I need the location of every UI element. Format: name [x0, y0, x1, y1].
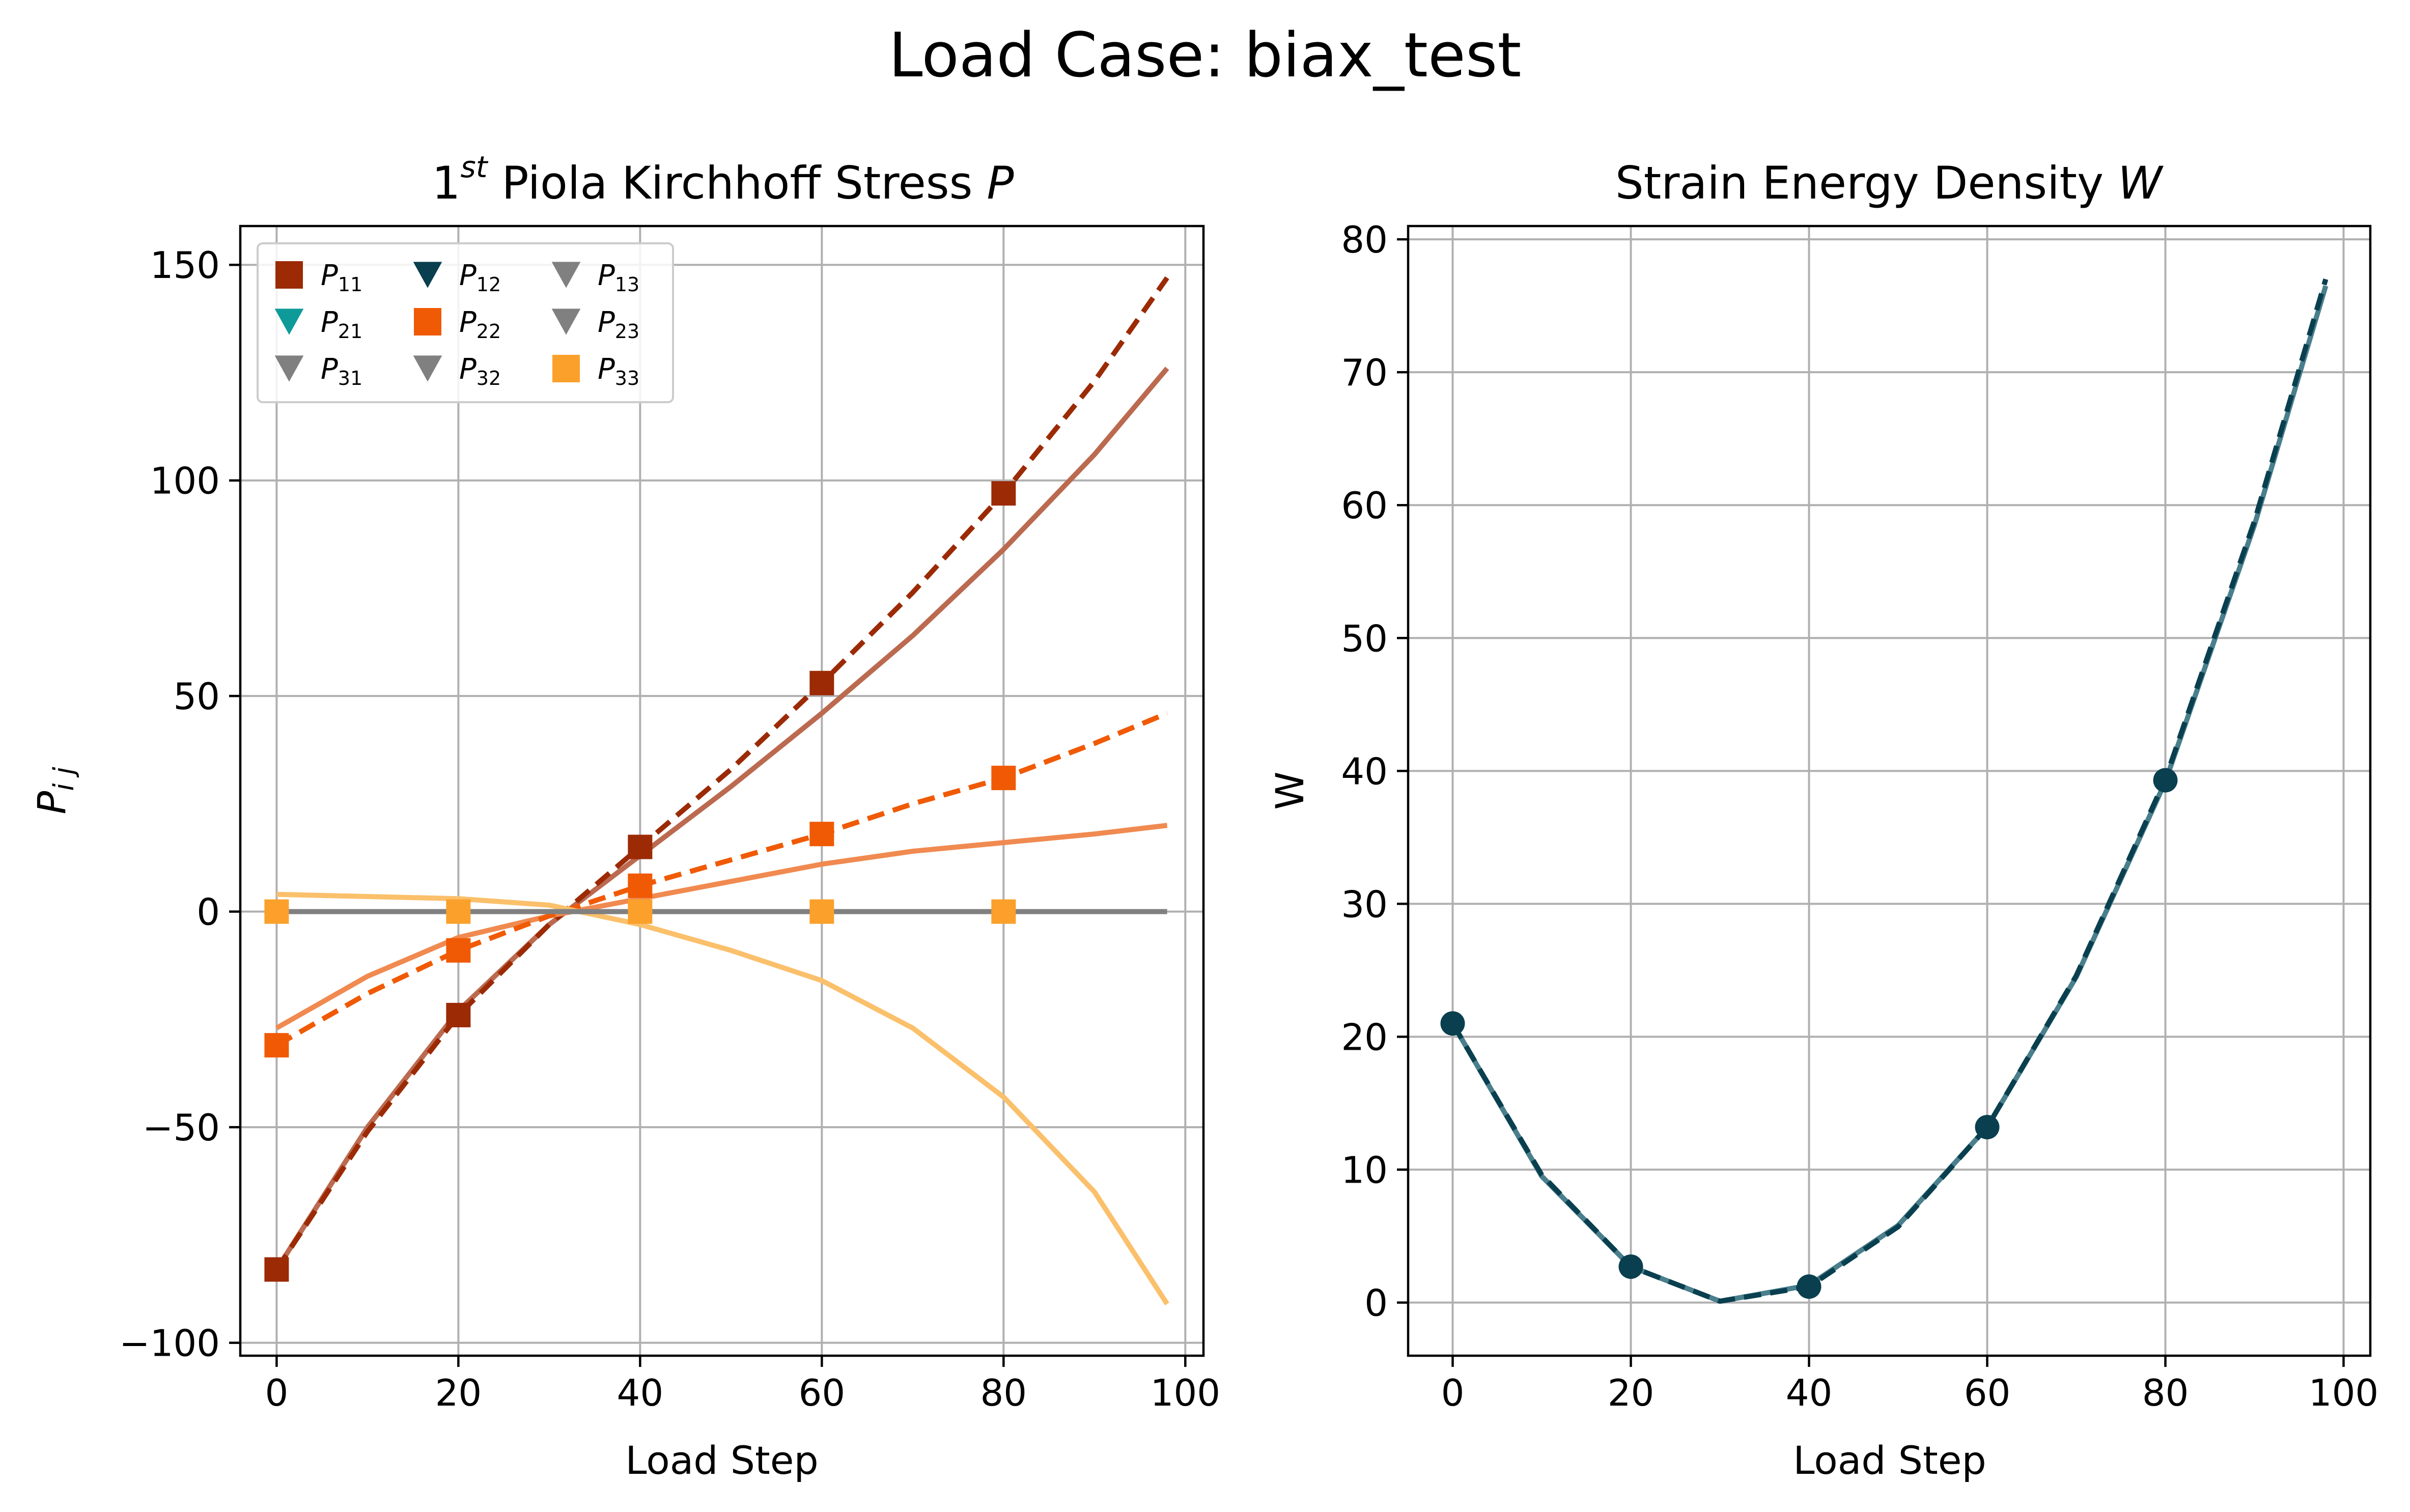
- data-point-W_markers: [1440, 1011, 1465, 1036]
- energy-markers: [1440, 768, 2178, 1299]
- x-tick-label: 100: [1151, 1371, 1220, 1414]
- series-line-P22_data: [275, 711, 1168, 1048]
- legend-label-p11: P11: [321, 259, 362, 296]
- y-tick-label: 0: [197, 891, 220, 934]
- energy-plot-title: Strain Energy Density W: [1615, 157, 2164, 209]
- y-tick-label: −100: [119, 1322, 220, 1365]
- data-point-P22_markers: [628, 873, 653, 898]
- legend-marker-p12: [413, 262, 442, 288]
- legend-marker-p11: [275, 261, 303, 289]
- legend-label-p22: P22: [459, 306, 501, 343]
- y-tick-label: 40: [1341, 750, 1388, 793]
- stress-plot-panel: 1st Piola Kirchhoff Stress P 0 20 40 60 80 10…: [29, 150, 1220, 1483]
- y-tick-label: 70: [1341, 351, 1388, 394]
- legend-marker-p13: [551, 262, 581, 288]
- y-tick-label: 20: [1341, 1016, 1388, 1058]
- legend-marker-p31: [274, 355, 304, 382]
- data-point-P22_markers: [991, 766, 1016, 791]
- stress-y-axis-label: Pi j: [29, 767, 80, 814]
- data-point-P33_markers: [446, 899, 471, 924]
- y-tick-label: 10: [1341, 1149, 1388, 1192]
- data-point-W_markers: [1618, 1254, 1643, 1279]
- energy-x-axis-label: Load Step: [1793, 1438, 1986, 1483]
- x-tick-label: 80: [2142, 1371, 2189, 1414]
- x-tick-label: 20: [435, 1371, 482, 1414]
- data-point-W_markers: [1797, 1274, 1821, 1299]
- x-tick-label: 0: [1441, 1371, 1465, 1414]
- x-tick-label: 60: [799, 1371, 846, 1414]
- y-tick-label: −50: [143, 1106, 220, 1149]
- x-tick-label: 40: [1786, 1371, 1833, 1414]
- legend-label-p23: P23: [598, 306, 639, 343]
- x-tick-label: 0: [265, 1371, 288, 1414]
- legend-label-p32: P32: [459, 353, 501, 389]
- series-line-P11_data: [274, 276, 1169, 1271]
- series-line-W_data: [1450, 278, 2329, 1304]
- data-point-P22_markers: [264, 1033, 289, 1058]
- y-tick-label: 30: [1341, 883, 1388, 926]
- stress-series-lines: [274, 276, 1169, 1306]
- energy-y-axis-label: W: [1267, 771, 1312, 809]
- legend-marker-p23: [551, 309, 581, 335]
- figure-title: Load Case: biax_test: [889, 20, 1522, 91]
- energy-series-lines: [1450, 278, 2329, 1304]
- x-tick-label: 100: [2309, 1371, 2378, 1414]
- y-tick-label: 150: [150, 244, 220, 287]
- data-point-P33_markers: [809, 899, 834, 924]
- legend-marker-p21: [274, 309, 304, 335]
- series-line-P11_model: [274, 367, 1169, 1271]
- y-tick-label: 50: [1341, 617, 1388, 660]
- energy-grid: [1408, 226, 2370, 1356]
- series-line-P22_model: [275, 823, 1168, 1030]
- legend-label-p33: P33: [598, 353, 639, 389]
- stress-ticks: 0 20 40 60 80 100 −100 −50 0 50 100 150: [119, 244, 1220, 1414]
- data-point-P11_markers: [446, 1002, 471, 1027]
- stress-x-axis-label: Load Step: [625, 1438, 819, 1483]
- legend-label-p13: P13: [598, 259, 639, 296]
- data-point-P11_markers: [628, 834, 653, 859]
- y-tick-label: 50: [173, 675, 220, 718]
- data-point-P33_markers: [264, 899, 289, 924]
- data-point-P22_markers: [809, 822, 834, 847]
- legend-marker-p33: [552, 355, 580, 382]
- series-line-W_model: [1450, 285, 2329, 1304]
- legend-label-p21: P21: [321, 306, 362, 343]
- data-point-P11_markers: [264, 1257, 289, 1282]
- data-point-P33_markers: [628, 899, 653, 924]
- series-line-P33_model: [276, 891, 1169, 1306]
- legend-label-p12: P12: [459, 259, 501, 296]
- x-tick-label: 40: [617, 1371, 664, 1414]
- data-point-W_markers: [2153, 768, 2178, 793]
- legend-label-p31: P31: [321, 353, 362, 389]
- stress-legend: P11 P21 P31 P12 P22 P32 P13 P23 P33: [257, 242, 674, 403]
- y-tick-label: 80: [1341, 218, 1388, 261]
- data-point-P11_markers: [809, 670, 834, 695]
- y-tick-label: 0: [1364, 1282, 1388, 1325]
- legend-marker-p32: [413, 355, 442, 382]
- energy-ticks: 0 20 40 60 80 100 0 10 20 30 40 50 60 70 80: [1341, 218, 2378, 1414]
- data-point-W_markers: [1975, 1114, 2000, 1139]
- energy-plot-frame: [1407, 225, 2372, 1357]
- stress-plot-title: 1st Piola Kirchhoff Stress P: [432, 150, 1014, 209]
- x-tick-label: 80: [980, 1371, 1027, 1414]
- y-tick-label: 100: [150, 460, 220, 502]
- data-point-P33_markers: [991, 899, 1016, 924]
- data-point-P22_markers: [446, 938, 471, 963]
- y-tick-label: 60: [1341, 484, 1388, 527]
- energy-plot-panel: Strain Energy Density W 0 20 40 60 80 100 0 10 2…: [1267, 157, 2378, 1483]
- legend-marker-p22: [414, 308, 441, 335]
- x-tick-label: 20: [1608, 1371, 1655, 1414]
- stress-plot-frame: [239, 225, 1205, 1357]
- stress-markers: [264, 481, 1016, 1282]
- data-point-P11_markers: [991, 481, 1016, 506]
- x-tick-label: 60: [1964, 1371, 2011, 1414]
